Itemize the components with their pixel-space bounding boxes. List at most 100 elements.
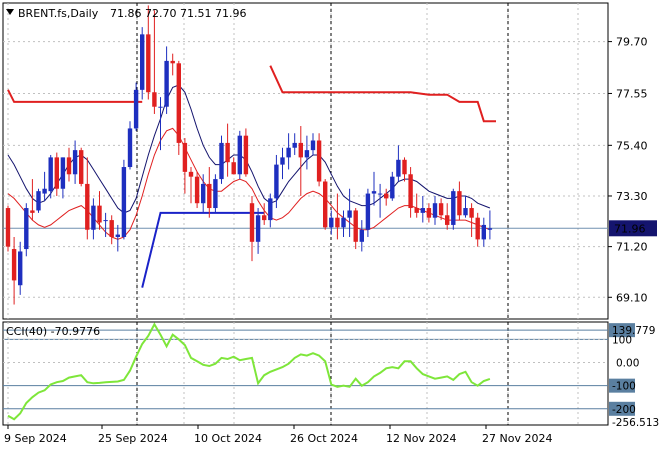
candle-body [176,63,181,143]
cci-level-label: -200 [612,404,636,416]
candle-body [188,171,194,177]
candle-body [445,215,450,225]
candle-body [231,162,236,175]
time-tick-label: 26 Oct 2024 [290,432,358,445]
current-price-label: 71.96 [614,222,646,235]
candle-body [457,191,462,216]
time-axis: 9 Sep 2024 25 Sep 2024 10 Oct 2024 26 Oct 2… [4,425,552,445]
price-pane: 79.70 77.55 75.40 73.30 71.20 69.10 71.96 [2,2,657,320]
candle-body [91,205,96,230]
candle-body [54,157,59,189]
time-tick-label: 27 Nov 2024 [482,432,552,445]
candle-body [127,128,133,168]
candle-body [359,229,364,242]
cci-frame [2,321,609,426]
candle-body [225,142,230,163]
current-price-box [609,220,657,237]
price-frame [2,2,609,320]
candle-body [109,220,114,237]
candle-body [353,210,358,242]
candle-body [377,193,383,195]
candle-body [463,208,468,216]
candle-body [304,150,310,158]
cci-level-box [609,323,635,338]
candle-body [115,234,120,237]
candle-body [24,208,29,250]
candle-body [11,249,17,281]
candle-body [347,210,352,218]
price-tick-label: 79.70 [616,36,648,49]
candle-body [469,208,474,218]
candle-body [85,183,90,230]
candle-body [60,157,66,189]
dropdown-triangle-icon[interactable] [6,9,14,15]
candle-body [243,135,249,175]
candle-body [451,191,456,225]
time-tick-label: 9 Sep 2024 [4,432,67,445]
candle-body [335,217,340,228]
price-tick-label: 77.55 [616,87,648,100]
candle-body [5,208,11,247]
candle-body [36,191,41,211]
candle-body [170,60,175,64]
candle-body [280,157,285,165]
candle-body [66,157,72,175]
candle-body [268,198,273,221]
candle-body [219,142,224,180]
candle-body [384,193,389,199]
cci-line [7,322,491,421]
price-tick-label: 75.40 [616,139,648,152]
candle-body [310,140,316,151]
candle-body [201,183,206,204]
sar-segment [269,65,496,123]
candle-body [365,193,371,230]
cci-level-box [609,378,635,393]
time-tick-label: 10 Oct 2024 [194,432,262,445]
candle-body [97,205,102,223]
candle-body [286,147,291,158]
candle-body [402,159,407,175]
candle-body [140,34,145,90]
candle-body [48,157,53,192]
candle-body [420,208,425,213]
candle-body [103,220,108,222]
candle-body [249,203,255,242]
candle-body [274,164,279,199]
time-tick-label: 25 Sep 2024 [98,432,168,445]
candle-body [408,174,413,209]
cci-level-label: -100 [612,381,636,393]
candle-body [18,251,23,286]
sar-segment [141,211,265,288]
cci-level-label: -256.513 [612,417,659,429]
candle-body [481,224,486,240]
candle-body [121,167,127,237]
candle-body [341,217,346,228]
candle-body [213,179,218,209]
candle-body [79,150,84,184]
candle-body [255,215,261,242]
price-tick-label: 69.10 [616,291,648,304]
price-tick-label: 73.30 [616,190,648,203]
price-tick-label: 71.20 [616,241,648,254]
candle-body [72,150,78,175]
time-tick-label: 12 Nov 2024 [386,432,456,445]
candle-body [390,176,395,199]
candle-body [158,106,163,108]
cci-level-label: 100 [612,334,632,346]
candle-body [371,191,377,194]
candle-body [432,203,438,218]
candle-body [42,188,47,194]
cci-level-label: 139.779 [612,325,655,337]
cci-level-box [609,401,635,416]
candle-body [146,34,151,93]
symbol-label: BRENT.fs,Daily [18,7,99,20]
cci-tick-label: 0.00 [616,358,639,370]
candle-body [194,176,200,204]
candle-body [262,215,267,221]
candle-body [323,181,328,228]
moving-average-dark-line [7,84,491,214]
candle-body [133,89,139,129]
candle-body [475,217,480,240]
